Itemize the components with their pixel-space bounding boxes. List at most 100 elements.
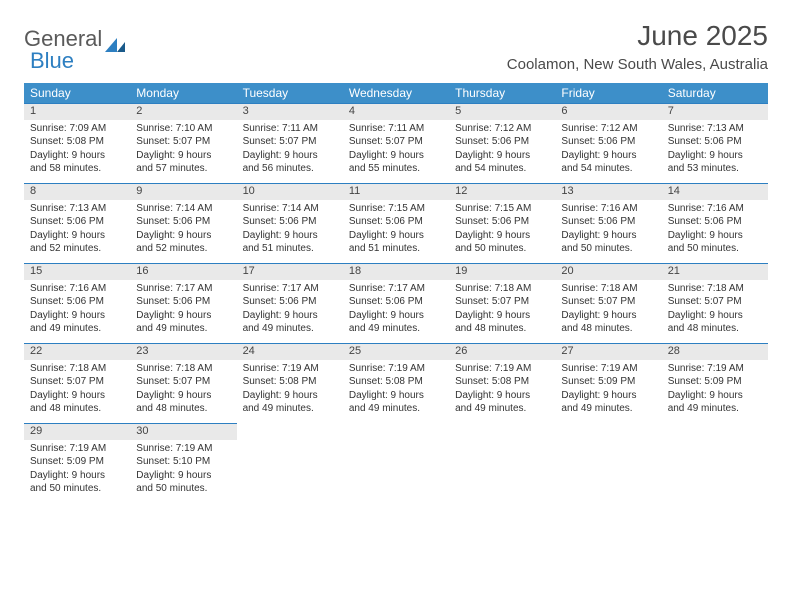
day-content-cell: Sunrise: 7:13 AMSunset: 5:06 PMDaylight:…	[662, 120, 768, 184]
day-content-cell: Sunrise: 7:18 AMSunset: 5:07 PMDaylight:…	[24, 360, 130, 424]
daylight-text: Daylight: 9 hours and 49 minutes.	[136, 309, 230, 336]
day-content-cell	[343, 440, 449, 504]
day-content-cell: Sunrise: 7:19 AMSunset: 5:09 PMDaylight:…	[662, 360, 768, 424]
day-header: Tuesday	[237, 83, 343, 104]
daylight-text: Daylight: 9 hours and 49 minutes.	[243, 389, 337, 416]
sunrise-text: Sunrise: 7:16 AM	[30, 282, 124, 296]
day-number-cell: 11	[343, 184, 449, 200]
sunset-text: Sunset: 5:06 PM	[668, 215, 762, 229]
daylight-text: Daylight: 9 hours and 50 minutes.	[455, 229, 549, 256]
sunrise-text: Sunrise: 7:11 AM	[243, 122, 337, 136]
day-content-cell	[555, 440, 661, 504]
calendar-body: 1234567Sunrise: 7:09 AMSunset: 5:08 PMDa…	[24, 104, 768, 504]
daylight-text: Daylight: 9 hours and 48 minutes.	[561, 309, 655, 336]
sunset-text: Sunset: 5:07 PM	[561, 295, 655, 309]
daylight-text: Daylight: 9 hours and 57 minutes.	[136, 149, 230, 176]
day-content-cell: Sunrise: 7:16 AMSunset: 5:06 PMDaylight:…	[662, 200, 768, 264]
calendar-table: Sunday Monday Tuesday Wednesday Thursday…	[24, 83, 768, 504]
daylight-text: Daylight: 9 hours and 54 minutes.	[561, 149, 655, 176]
day-number-cell	[343, 424, 449, 440]
day-content-cell	[237, 440, 343, 504]
day-number-cell: 9	[130, 184, 236, 200]
day-number-cell: 2	[130, 104, 236, 120]
sunset-text: Sunset: 5:06 PM	[243, 215, 337, 229]
daylight-text: Daylight: 9 hours and 49 minutes.	[349, 309, 443, 336]
day-number-cell: 29	[24, 424, 130, 440]
sunrise-text: Sunrise: 7:19 AM	[455, 362, 549, 376]
sunset-text: Sunset: 5:08 PM	[243, 375, 337, 389]
day-number-cell: 10	[237, 184, 343, 200]
daylight-text: Daylight: 9 hours and 50 minutes.	[136, 469, 230, 496]
sunrise-text: Sunrise: 7:14 AM	[243, 202, 337, 216]
day-number-cell: 19	[449, 264, 555, 280]
sunset-text: Sunset: 5:06 PM	[30, 295, 124, 309]
sunrise-text: Sunrise: 7:15 AM	[349, 202, 443, 216]
day-content-cell: Sunrise: 7:15 AMSunset: 5:06 PMDaylight:…	[449, 200, 555, 264]
day-content-cell: Sunrise: 7:11 AMSunset: 5:07 PMDaylight:…	[343, 120, 449, 184]
daylight-text: Daylight: 9 hours and 49 minutes.	[349, 389, 443, 416]
day-header: Friday	[555, 83, 661, 104]
sunset-text: Sunset: 5:07 PM	[30, 375, 124, 389]
day-content-cell: Sunrise: 7:16 AMSunset: 5:06 PMDaylight:…	[555, 200, 661, 264]
sunset-text: Sunset: 5:06 PM	[136, 215, 230, 229]
day-number-cell: 16	[130, 264, 236, 280]
sunrise-text: Sunrise: 7:16 AM	[668, 202, 762, 216]
day-number-cell: 1	[24, 104, 130, 120]
day-header: Wednesday	[343, 83, 449, 104]
daylight-text: Daylight: 9 hours and 48 minutes.	[668, 309, 762, 336]
day-number-cell: 27	[555, 344, 661, 360]
daylight-text: Daylight: 9 hours and 51 minutes.	[243, 229, 337, 256]
day-content-cell: Sunrise: 7:13 AMSunset: 5:06 PMDaylight:…	[24, 200, 130, 264]
daynum-row: 2930	[24, 424, 768, 440]
day-number-cell: 6	[555, 104, 661, 120]
day-header: Saturday	[662, 83, 768, 104]
day-number-cell: 15	[24, 264, 130, 280]
daynum-row: 1234567	[24, 104, 768, 120]
sunrise-text: Sunrise: 7:18 AM	[561, 282, 655, 296]
daynum-row: 22232425262728	[24, 344, 768, 360]
sunset-text: Sunset: 5:07 PM	[349, 135, 443, 149]
title-block: June 2025 Coolamon, New South Wales, Aus…	[507, 20, 768, 73]
day-number-cell: 8	[24, 184, 130, 200]
day-number-cell: 5	[449, 104, 555, 120]
sunset-text: Sunset: 5:08 PM	[349, 375, 443, 389]
sunset-text: Sunset: 5:06 PM	[349, 215, 443, 229]
sunrise-text: Sunrise: 7:18 AM	[136, 362, 230, 376]
sunrise-text: Sunrise: 7:18 AM	[30, 362, 124, 376]
day-number-cell	[449, 424, 555, 440]
sunrise-text: Sunrise: 7:19 AM	[349, 362, 443, 376]
day-number-cell: 17	[237, 264, 343, 280]
day-content-cell: Sunrise: 7:17 AMSunset: 5:06 PMDaylight:…	[237, 280, 343, 344]
sunset-text: Sunset: 5:06 PM	[561, 135, 655, 149]
day-content-cell: Sunrise: 7:14 AMSunset: 5:06 PMDaylight:…	[130, 200, 236, 264]
day-number-cell: 26	[449, 344, 555, 360]
day-content-cell: Sunrise: 7:09 AMSunset: 5:08 PMDaylight:…	[24, 120, 130, 184]
day-content-cell: Sunrise: 7:12 AMSunset: 5:06 PMDaylight:…	[449, 120, 555, 184]
sunset-text: Sunset: 5:06 PM	[455, 215, 549, 229]
sunrise-text: Sunrise: 7:17 AM	[349, 282, 443, 296]
day-content-cell: Sunrise: 7:11 AMSunset: 5:07 PMDaylight:…	[237, 120, 343, 184]
sunrise-text: Sunrise: 7:19 AM	[561, 362, 655, 376]
daylight-text: Daylight: 9 hours and 48 minutes.	[30, 389, 124, 416]
daylight-text: Daylight: 9 hours and 56 minutes.	[243, 149, 337, 176]
sunset-text: Sunset: 5:06 PM	[243, 295, 337, 309]
content-row: Sunrise: 7:09 AMSunset: 5:08 PMDaylight:…	[24, 120, 768, 184]
sunrise-text: Sunrise: 7:13 AM	[668, 122, 762, 136]
sunrise-text: Sunrise: 7:19 AM	[30, 442, 124, 456]
sunset-text: Sunset: 5:07 PM	[136, 135, 230, 149]
daylight-text: Daylight: 9 hours and 50 minutes.	[561, 229, 655, 256]
day-content-cell: Sunrise: 7:19 AMSunset: 5:08 PMDaylight:…	[237, 360, 343, 424]
day-content-cell	[662, 440, 768, 504]
day-number-cell	[555, 424, 661, 440]
daynum-row: 15161718192021	[24, 264, 768, 280]
sunset-text: Sunset: 5:07 PM	[243, 135, 337, 149]
day-header-row: Sunday Monday Tuesday Wednesday Thursday…	[24, 83, 768, 104]
day-content-cell: Sunrise: 7:19 AMSunset: 5:08 PMDaylight:…	[449, 360, 555, 424]
content-row: Sunrise: 7:16 AMSunset: 5:06 PMDaylight:…	[24, 280, 768, 344]
sunrise-text: Sunrise: 7:13 AM	[30, 202, 124, 216]
day-content-cell: Sunrise: 7:18 AMSunset: 5:07 PMDaylight:…	[662, 280, 768, 344]
sunrise-text: Sunrise: 7:19 AM	[136, 442, 230, 456]
sunset-text: Sunset: 5:10 PM	[136, 455, 230, 469]
daylight-text: Daylight: 9 hours and 49 minutes.	[455, 389, 549, 416]
daylight-text: Daylight: 9 hours and 52 minutes.	[30, 229, 124, 256]
